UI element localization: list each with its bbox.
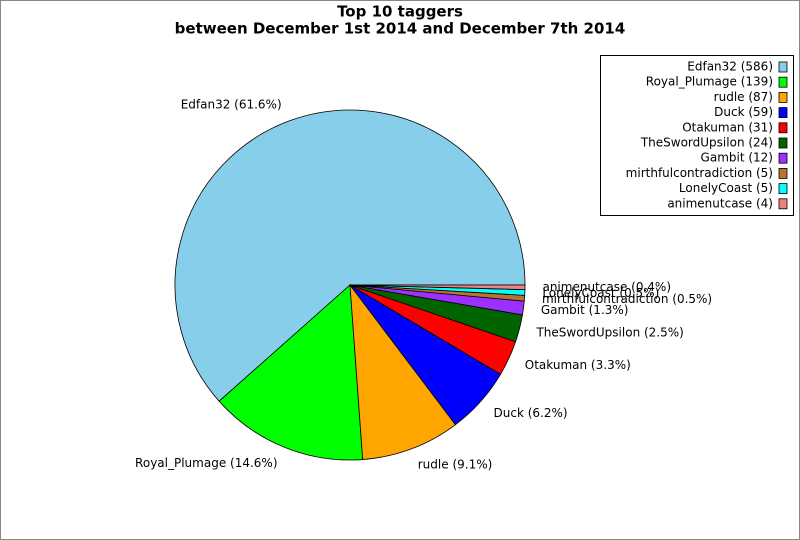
legend-box (600, 55, 794, 216)
legend-label: Royal_Plumage (139) (646, 75, 773, 89)
legend-swatch (778, 198, 788, 210)
legend-swatch (778, 107, 788, 118)
legend-swatch (778, 61, 788, 73)
slice-label: Royal_Plumage (14.6%) (135, 456, 277, 470)
legend-label: mirthfulcontradiction (5) (626, 166, 773, 180)
legend-swatch (778, 122, 788, 134)
slice-label: animenutcase (0.4%) (542, 280, 671, 294)
legend-swatch (778, 183, 788, 195)
legend-swatch (778, 137, 788, 149)
legend-label: Gambit (12) (701, 151, 773, 165)
legend-label: TheSwordUpsilon (24) (640, 136, 773, 150)
pie-slice (174, 109, 526, 402)
legend-label: rudle (87) (714, 90, 773, 104)
chart-title: Top 10 taggers (337, 3, 463, 21)
slice-label: rudle (9.1%) (418, 458, 493, 472)
legend-swatch (778, 167, 788, 179)
slice-label: Otakuman (3.3%) (525, 358, 631, 372)
chart-subtitle: between December 1st 2014 and December 7… (175, 20, 626, 38)
slice-label: Duck (6.2%) (494, 406, 568, 420)
slice-label: TheSwordUpsilon (2.5%) (535, 325, 683, 339)
slice-label: Edfan32 (61.6%) (181, 98, 282, 112)
slice-label: mirthfulcontradiction (0.5%) (542, 292, 712, 306)
pie-slice (349, 283, 457, 460)
legend-swatch (778, 76, 788, 88)
legend-label: animenutcase (4) (667, 196, 773, 210)
slice-label: LonelyCoast (0.5%) (542, 286, 659, 300)
legend-swatch (778, 152, 788, 164)
legend-label: Otakuman (31) (682, 120, 773, 134)
legend-swatch (778, 92, 788, 103)
legend-label: Edfan32 (586) (687, 60, 773, 74)
slice-label: Gambit (1.3%) (541, 303, 629, 317)
legend-label: LonelyCoast (5) (679, 181, 773, 195)
legend-label: Duck (59) (714, 105, 773, 119)
pie-slice (218, 284, 364, 461)
pie-slice (349, 284, 526, 291)
